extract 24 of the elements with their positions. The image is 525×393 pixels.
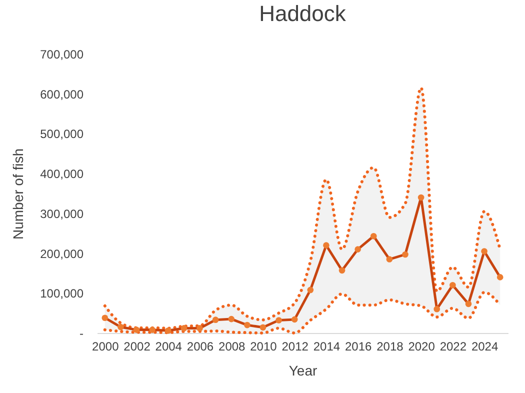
x-tick-label: 2018 <box>376 340 404 354</box>
y-tick-label: 400,000 <box>40 167 84 182</box>
y-axis-title: Number of fish <box>10 148 26 240</box>
x-tick-label: 2020 <box>408 340 436 354</box>
x-tick-label: 2006 <box>186 340 214 354</box>
y-tick-label: 300,000 <box>40 206 84 221</box>
x-axis-title: Year <box>288 362 318 378</box>
x-tick-label: 2024 <box>471 340 498 354</box>
x-tick-label: 2008 <box>218 340 246 354</box>
chart-title: Haddock <box>259 1 347 26</box>
y-tick-label: 500,000 <box>40 127 84 142</box>
y-tick-label: 200,000 <box>40 246 84 261</box>
y-tick-label: 600,000 <box>40 87 84 102</box>
x-tick-label: 2016 <box>344 340 372 354</box>
x-tick-label: 2010 <box>250 340 278 354</box>
x-tick-label: 2002 <box>124 340 151 354</box>
y-tick-label: 700,000 <box>40 48 84 62</box>
x-tick-label: 2022 <box>440 340 467 354</box>
y-tick-label: 100,000 <box>40 286 84 301</box>
x-tick-label: 2014 <box>313 340 340 354</box>
x-tick-label: 2000 <box>92 340 120 354</box>
x-tick-label: 2004 <box>155 340 182 354</box>
y-tick-label: - <box>80 326 84 340</box>
x-tick-label: 2012 <box>282 340 309 354</box>
